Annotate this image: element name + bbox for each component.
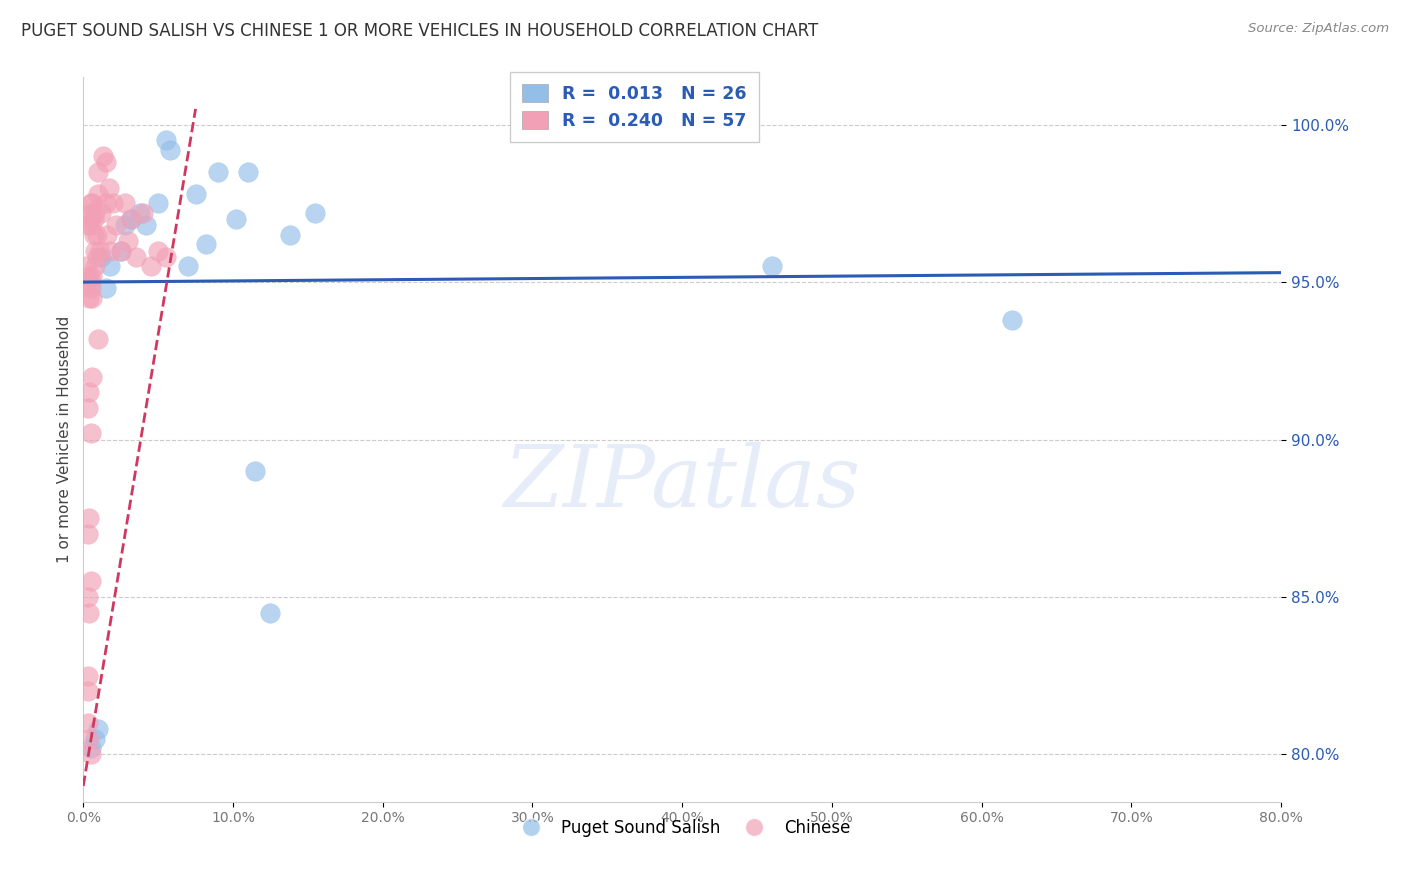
- Point: [82, 196, 104, 211]
- Point: [94, 196, 117, 211]
- Point: [77, 268, 100, 283]
- Point: [120, 212, 142, 227]
- Point: [89, 244, 111, 258]
- Point: [97, 180, 120, 194]
- Point: [139, 260, 162, 274]
- Point: [125, 250, 148, 264]
- Point: [87, 722, 110, 736]
- Point: [94, 155, 117, 169]
- Point: [110, 244, 132, 258]
- Point: [278, 227, 301, 242]
- Point: [76, 527, 98, 541]
- Point: [80, 196, 103, 211]
- Point: [90, 250, 112, 264]
- Point: [84, 206, 107, 220]
- Point: [110, 244, 132, 258]
- Point: [195, 237, 218, 252]
- Point: [82, 291, 104, 305]
- Point: [76, 590, 98, 604]
- Point: [80, 574, 103, 589]
- Point: [75, 260, 97, 274]
- Point: [146, 196, 169, 211]
- Point: [76, 684, 98, 698]
- Text: ZIPatlas: ZIPatlas: [503, 442, 860, 524]
- Y-axis label: 1 or more Vehicles in Household: 1 or more Vehicles in Household: [58, 316, 72, 563]
- Point: [76, 275, 98, 289]
- Point: [90, 206, 112, 220]
- Point: [117, 234, 139, 248]
- Point: [120, 212, 142, 227]
- Point: [1000, 313, 1022, 327]
- Point: [82, 369, 104, 384]
- Point: [105, 219, 128, 233]
- Point: [76, 401, 98, 415]
- Point: [155, 250, 177, 264]
- Point: [96, 227, 118, 242]
- Point: [84, 244, 107, 258]
- Point: [155, 133, 177, 147]
- Point: [83, 227, 105, 242]
- Point: [98, 260, 121, 274]
- Point: [159, 143, 181, 157]
- Point: [80, 275, 103, 289]
- Point: [77, 511, 100, 525]
- Point: [80, 426, 103, 441]
- Point: [86, 227, 108, 242]
- Point: [135, 219, 157, 233]
- Point: [177, 260, 200, 274]
- Point: [87, 332, 110, 346]
- Point: [80, 206, 103, 220]
- Point: [77, 385, 100, 400]
- Point: [76, 668, 98, 682]
- Point: [245, 464, 267, 478]
- Point: [80, 219, 103, 233]
- Point: [129, 206, 152, 220]
- Point: [184, 186, 207, 201]
- Point: [77, 212, 100, 227]
- Point: [761, 260, 783, 274]
- Point: [87, 186, 110, 201]
- Point: [225, 212, 247, 227]
- Point: [86, 250, 108, 264]
- Point: [103, 196, 125, 211]
- Point: [259, 606, 281, 620]
- Point: [80, 741, 103, 756]
- Point: [304, 206, 326, 220]
- Point: [236, 165, 259, 179]
- Point: [207, 165, 229, 179]
- Text: PUGET SOUND SALISH VS CHINESE 1 OR MORE VEHICLES IN HOUSEHOLD CORRELATION CHART: PUGET SOUND SALISH VS CHINESE 1 OR MORE …: [21, 22, 818, 40]
- Point: [84, 731, 107, 746]
- Point: [83, 212, 105, 227]
- Point: [82, 268, 104, 283]
- Point: [114, 219, 136, 233]
- Point: [87, 165, 110, 179]
- Point: [77, 731, 100, 746]
- Point: [77, 606, 100, 620]
- Point: [80, 747, 103, 762]
- Point: [98, 244, 121, 258]
- Legend: Puget Sound Salish, Chinese: Puget Sound Salish, Chinese: [508, 813, 856, 844]
- Point: [91, 149, 114, 163]
- Point: [80, 281, 103, 295]
- Point: [114, 196, 136, 211]
- Point: [94, 281, 117, 295]
- Text: Source: ZipAtlas.com: Source: ZipAtlas.com: [1249, 22, 1389, 36]
- Point: [132, 206, 155, 220]
- Point: [76, 219, 98, 233]
- Point: [84, 260, 107, 274]
- Point: [146, 244, 169, 258]
- Point: [77, 291, 100, 305]
- Point: [76, 715, 98, 730]
